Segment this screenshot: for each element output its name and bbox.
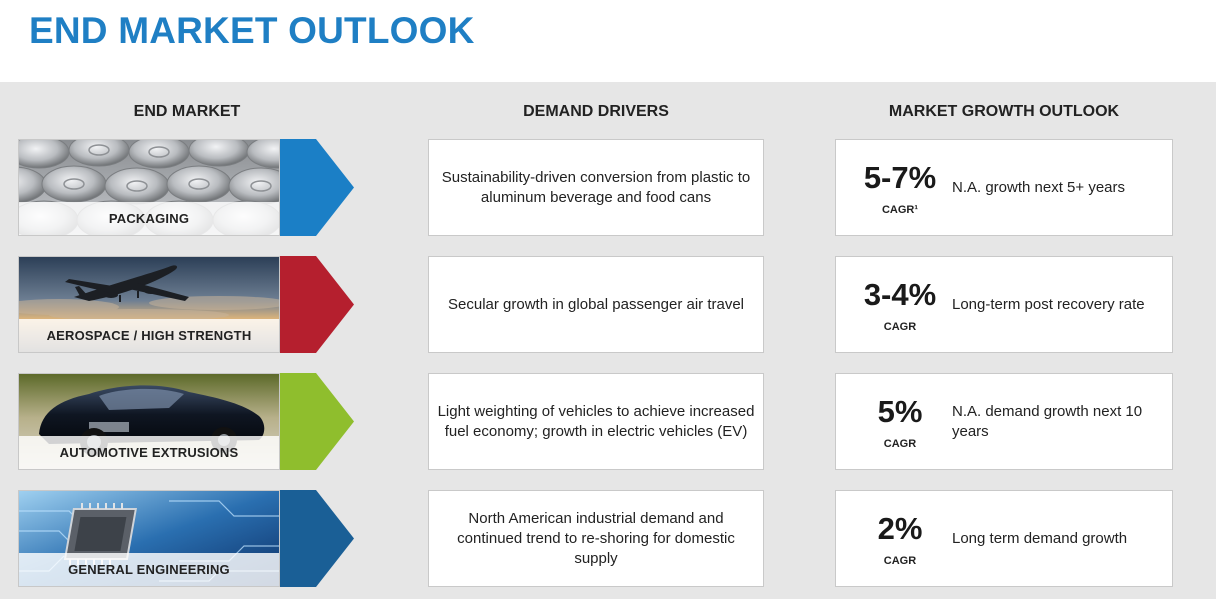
cagr-label: CAGR¹	[881, 204, 919, 216]
market-label-automotive: AUTOMOTIVE EXTRUSIONS	[19, 436, 279, 469]
cagr-label: CAGR	[883, 321, 917, 333]
growth-description: N.A. growth next 5+ years	[952, 178, 1125, 196]
column-header-demand-drivers: DEMAND DRIVERS	[523, 103, 669, 120]
growth-outlook-card: 3-4% CAGR Long-term post recovery rate	[835, 256, 1173, 353]
demand-driver-card: Light weighting of vehicles to achieve i…	[428, 373, 764, 470]
market-label-packaging: PACKAGING	[19, 202, 279, 235]
growth-description: Long-term post recovery rate	[952, 295, 1145, 313]
chevron-arrow-icon	[280, 490, 354, 587]
growth-description: N.A. demand growth next 10 years	[952, 402, 1143, 440]
chevron-arrow-icon	[280, 139, 354, 236]
demand-driver-card: Sustainability-driven conversion from pl…	[428, 139, 764, 236]
beverage-cans-image: PACKAGING	[18, 139, 280, 236]
cagr-label: CAGR	[883, 555, 917, 567]
growth-percentage: 5-7%	[863, 160, 937, 195]
airplane-image: AEROSPACE / HIGH STRENGTH	[18, 256, 280, 353]
demand-driver-card: Secular growth in global passenger air t…	[428, 256, 764, 353]
car-image: AUTOMOTIVE EXTRUSIONS	[18, 373, 280, 470]
circuit-chip-image: GENERAL ENGINEERING	[18, 490, 280, 587]
market-row-general-engineering: GENERAL ENGINEERING North American indus…	[0, 490, 1216, 588]
growth-description: Long term demand growth	[952, 529, 1128, 547]
growth-percentage: 3-4%	[863, 277, 937, 312]
column-header-end-market: END MARKET	[133, 103, 241, 120]
market-label-general-engineering: GENERAL ENGINEERING	[19, 553, 279, 586]
growth-outlook-card: 5-7% CAGR¹ N.A. growth next 5+ years	[835, 139, 1173, 236]
growth-percentage: 2%	[877, 511, 923, 546]
demand-driver-card: North American industrial demand and con…	[428, 490, 764, 587]
page-title: END MARKET OUTLOOK	[29, 10, 475, 51]
chevron-arrow-icon	[280, 256, 354, 353]
cagr-label: CAGR	[883, 438, 917, 450]
market-row-packaging: PACKAGING Sustainability-driven conversi…	[0, 139, 1216, 237]
growth-outlook-card: 5% CAGR N.A. demand growth next 10 years	[835, 373, 1173, 470]
market-row-aerospace: AEROSPACE / HIGH STRENGTH Secular growth…	[0, 256, 1216, 354]
growth-outlook-card: 2% CAGR Long term demand growth	[835, 490, 1173, 587]
market-label-aerospace: AEROSPACE / HIGH STRENGTH	[19, 319, 279, 352]
chevron-arrow-icon	[280, 373, 354, 470]
growth-percentage: 5%	[877, 394, 923, 429]
column-header-growth-outlook: MARKET GROWTH OUTLOOK	[888, 103, 1120, 120]
market-row-automotive: AUTOMOTIVE EXTRUSIONS Light weighting of…	[0, 373, 1216, 471]
